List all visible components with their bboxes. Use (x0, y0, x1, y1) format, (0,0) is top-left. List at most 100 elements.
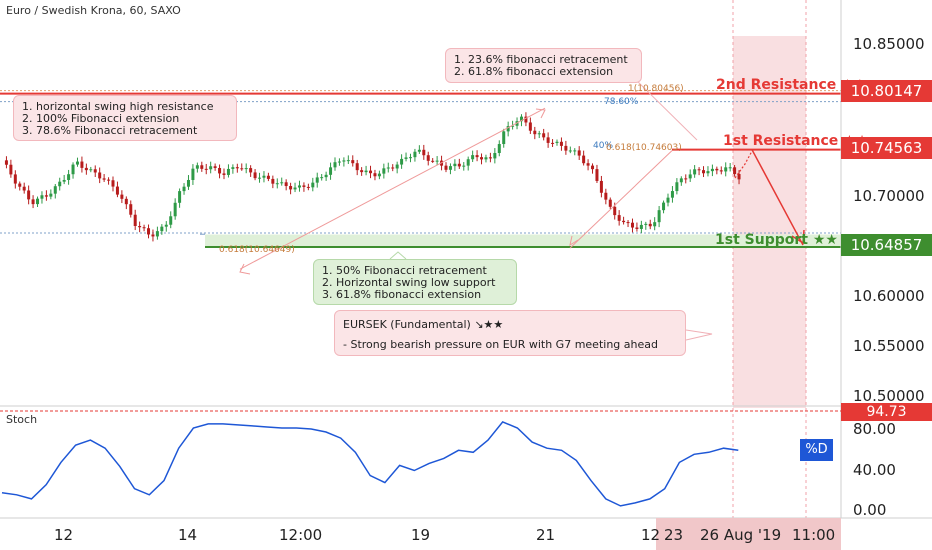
candle-body (355, 163, 359, 171)
forecast-arrow-head (791, 229, 805, 245)
candle-body (62, 179, 66, 182)
fib-arrow-head (239, 263, 251, 275)
candle-body (138, 226, 142, 228)
candle-body (386, 167, 390, 169)
candle-body (422, 149, 426, 156)
candle-body (457, 163, 461, 167)
candle-body (728, 167, 732, 169)
candle-body (639, 224, 643, 229)
candle-body (31, 199, 35, 205)
candle-body (622, 220, 626, 223)
candle-body (271, 178, 275, 184)
candle-body (351, 160, 355, 164)
fib-arrow-head (569, 235, 579, 247)
candle-body (395, 164, 399, 169)
note-line: 3. 78.6% Fibonacci retracement (22, 124, 198, 137)
candle-body (173, 202, 177, 217)
candle-body (133, 214, 137, 227)
candle-body (98, 172, 102, 179)
candle-body (471, 155, 475, 160)
candle-body (289, 186, 293, 190)
stoch-d-tag: %D (800, 439, 833, 461)
candle-body (657, 210, 661, 223)
candle-body (218, 167, 222, 174)
x-tick-label: 11:00 (792, 526, 836, 544)
y-tick-label: 10.70000 (853, 187, 925, 205)
candle-body (400, 158, 404, 165)
candle-body (577, 150, 581, 156)
candle-body (675, 182, 679, 192)
candle-body (431, 160, 435, 162)
candle-body (506, 126, 510, 132)
candle-body (297, 185, 301, 188)
note-fundamental: EURSEK (Fundamental) ↘★★ - Strong bearis… (334, 310, 686, 356)
fib-arrow-head (535, 108, 546, 119)
candle-body (249, 168, 253, 173)
candle-body (710, 168, 714, 172)
candle-body (369, 170, 373, 174)
candle-body (586, 163, 590, 166)
candle-body (653, 222, 657, 227)
candle-body (693, 169, 697, 175)
support1-price-tag: 10.64857 (841, 234, 932, 256)
note-pointer (389, 251, 407, 260)
candle-body (107, 179, 111, 181)
candle-body (542, 133, 546, 138)
note-support: 1. 50% Fibonacci retracement 2. Horizont… (313, 259, 517, 305)
candle-body (511, 125, 515, 127)
stoch-current-tag: 94.73 (841, 403, 932, 421)
candle-body (311, 182, 315, 188)
candle-body (333, 162, 337, 168)
candle-body (559, 141, 563, 146)
candle-body (737, 174, 741, 180)
candle-body (662, 202, 666, 211)
y-tick-label: 10.85000 (853, 35, 925, 53)
candle-body (27, 190, 31, 200)
candle-body (129, 204, 133, 215)
candle-body (448, 166, 452, 170)
candle-body (342, 160, 346, 162)
candle-body (648, 223, 652, 227)
candle-body (80, 161, 84, 168)
stoch-y-tick-label: 0.00 (853, 501, 887, 519)
candle-body (497, 144, 501, 154)
candle-body (195, 165, 199, 169)
x-tick-label: 12 (641, 526, 661, 544)
candle-body (151, 234, 155, 237)
candle-body (53, 186, 57, 194)
y-tick-label: 10.55000 (853, 337, 925, 355)
candle-body (466, 159, 470, 166)
candle-body (404, 157, 408, 159)
chart-title: Euro / Swedish Krona, 60, SAXO (6, 4, 181, 17)
forecast-up-path (734, 150, 753, 179)
candle-body (426, 155, 430, 161)
candle-body (337, 161, 341, 163)
candle-body (417, 149, 421, 152)
candle-body (582, 155, 586, 164)
candle-body (275, 183, 279, 185)
candle-body (462, 165, 466, 167)
candle-body (360, 170, 364, 173)
candle-body (377, 173, 381, 177)
candle-body (604, 192, 608, 200)
candle-body (164, 224, 168, 227)
candle-body (666, 197, 670, 203)
candle-body (564, 145, 568, 151)
candle-body (302, 185, 306, 187)
candle-body (679, 178, 683, 183)
candle-body (186, 179, 190, 187)
candle-body (346, 160, 350, 162)
candle-body (213, 166, 217, 168)
candle-body (715, 168, 719, 171)
candle-body (484, 157, 488, 160)
note-pointer (685, 329, 713, 341)
candle-body (142, 227, 146, 229)
candle-body (253, 172, 257, 179)
candle-body (169, 216, 173, 225)
candle-body (613, 206, 617, 216)
candle-body (67, 174, 71, 180)
candle-body (75, 161, 79, 165)
note-pointer (633, 77, 698, 141)
candle-body (240, 168, 244, 170)
